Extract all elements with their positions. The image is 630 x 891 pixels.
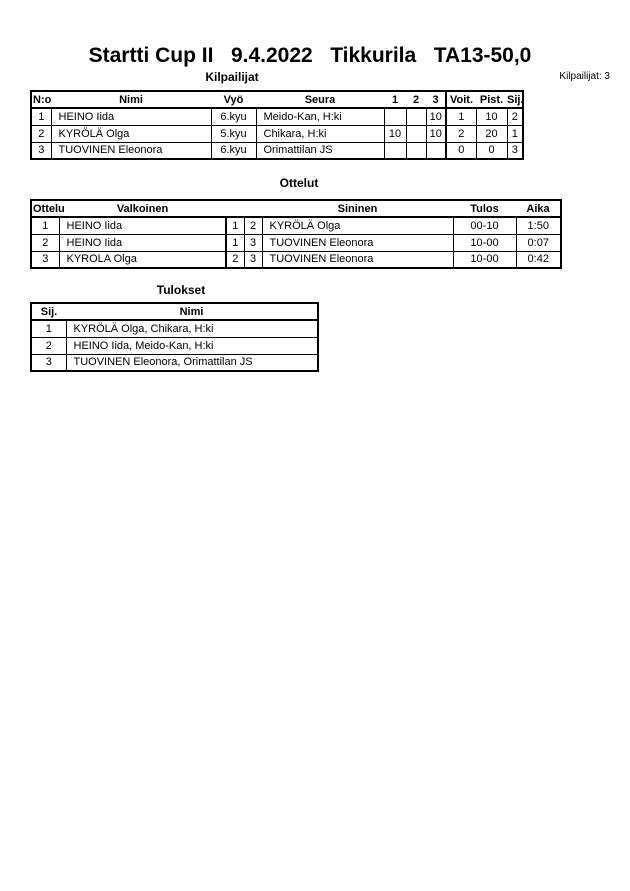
table-cell bbox=[383, 141, 407, 160]
table-cell: TUOVINEN Eleonora, Orimattilan JS bbox=[65, 353, 319, 372]
column-header: Tulos bbox=[453, 200, 516, 218]
table-cell: 20 bbox=[475, 124, 508, 143]
column-header: Valkoinen bbox=[59, 200, 226, 218]
table-cell: 5.kyu bbox=[210, 124, 257, 143]
column-header: Sij. bbox=[507, 91, 524, 109]
table-cell bbox=[405, 107, 427, 126]
table-cell: HEINO Iida bbox=[58, 233, 227, 252]
table-cell: 6.kyu bbox=[210, 141, 257, 160]
table-cell: 1 bbox=[445, 107, 477, 126]
table-row: 2 HEINO Iida 1 3 TUOVINEN Eleonora 10-00… bbox=[30, 233, 562, 252]
column-header: Pist. bbox=[476, 91, 507, 109]
column-header: Nimi bbox=[51, 91, 211, 109]
table-cell: 2 bbox=[30, 233, 60, 252]
table-cell: 3 bbox=[30, 353, 67, 372]
table-cell: 10 bbox=[383, 124, 407, 143]
document-title: Startti Cup II 9.4.2022 Tikkurila TA13-5… bbox=[88, 44, 532, 67]
table-cell: 2 bbox=[445, 124, 477, 143]
table-row: 1 HEINO Iida 1 2 KYRÖLÄ Olga 00-10 1:50 bbox=[30, 216, 562, 235]
table-cell: HEINO Iida bbox=[58, 216, 227, 235]
table-cell: HEINO Iida bbox=[50, 107, 212, 126]
table-cell bbox=[405, 141, 427, 160]
column-header: Aika bbox=[516, 200, 561, 218]
table-cell: 3 bbox=[30, 250, 60, 269]
ottelut-table: Ottelu Valkoinen Sininen Tulos Aika 1 HE… bbox=[30, 199, 562, 269]
table-cell: 3 bbox=[506, 141, 524, 160]
table-cell: TUOVINEN Eleonora bbox=[50, 141, 212, 160]
table-cell: KYRÖLÄ Olga bbox=[261, 216, 454, 235]
table-cell: Chikara, H:ki bbox=[255, 124, 385, 143]
table-cell: 10 bbox=[475, 107, 508, 126]
table-cell: 10 bbox=[425, 107, 447, 126]
competitors-count: Kilpailijat: 3 bbox=[559, 71, 610, 82]
table-cell: 1 bbox=[30, 319, 67, 338]
table-row: 2 KYRÖLÄ Olga 5.kyu Chikara, H:ki 10 10 … bbox=[30, 124, 524, 143]
table-cell: 2 bbox=[243, 216, 263, 235]
table-cell: 0 bbox=[475, 141, 508, 160]
table-cell: 1 bbox=[225, 216, 245, 235]
table-cell: 0:07 bbox=[515, 233, 562, 252]
column-header: 2 bbox=[406, 91, 426, 109]
table-cell: 1:50 bbox=[515, 216, 562, 235]
table-cell: 1 bbox=[30, 107, 52, 126]
table-cell: KYRÖLÄ Olga, Chikara, H:ki bbox=[65, 319, 319, 338]
table-cell: 3 bbox=[30, 141, 52, 160]
table-cell: 0 bbox=[445, 141, 477, 160]
column-header: Voit. bbox=[445, 91, 476, 109]
table-cell: 1 bbox=[30, 216, 60, 235]
column-header: Seura bbox=[256, 91, 384, 109]
header-row: Ottelu Valkoinen Sininen Tulos Aika bbox=[31, 200, 561, 218]
header-row: Sij. Nimi bbox=[31, 303, 318, 321]
table-cell: HEINO Iida, Meido-Kan, H:ki bbox=[65, 336, 319, 355]
kilpailijat-section-label: Kilpailijat bbox=[205, 70, 259, 84]
column-header bbox=[244, 200, 262, 218]
column-header: Sininen bbox=[262, 200, 453, 218]
table-cell: 2 bbox=[30, 124, 52, 143]
table-cell bbox=[405, 124, 427, 143]
table-cell: 10-00 bbox=[452, 250, 517, 269]
table-row: 3 TUOVINEN Eleonora 6.kyu Orimattilan JS… bbox=[30, 141, 524, 160]
table-cell: KYRÖLÄ Olga bbox=[50, 124, 212, 143]
column-header: Ottelu bbox=[31, 200, 65, 218]
table-cell: 1 bbox=[225, 233, 245, 252]
kilpailijat-table: N:o Nimi Vyö Seura 1 2 3 Voit. Pist. Sij… bbox=[30, 90, 524, 160]
column-header: N:o bbox=[31, 91, 51, 109]
column-header: Sij. bbox=[31, 303, 66, 321]
table-row: 2 HEINO Iida, Meido-Kan, H:ki bbox=[30, 336, 319, 355]
table-cell: 3 bbox=[243, 233, 263, 252]
table-cell: 0:42 bbox=[515, 250, 562, 269]
table-cell: 2 bbox=[30, 336, 67, 355]
table-cell: 3 bbox=[243, 250, 263, 269]
tulokset-section-label: Tulokset bbox=[156, 283, 206, 297]
table-cell: 00-10 bbox=[452, 216, 517, 235]
table-cell: Orimattilan JS bbox=[255, 141, 385, 160]
table-cell: TUOVINEN Eleonora bbox=[261, 250, 454, 269]
table-cell bbox=[425, 141, 447, 160]
column-header: Nimi bbox=[66, 303, 318, 321]
table-row: 3 KYROLA Olga 2 3 TUOVINEN Eleonora 10-0… bbox=[30, 250, 562, 269]
table-cell: 2 bbox=[506, 107, 524, 126]
tulokset-table: Sij. Nimi 1 KYRÖLÄ Olga, Chikara, H:ki 2… bbox=[30, 302, 319, 372]
column-header: 3 bbox=[426, 91, 446, 109]
table-cell: 2 bbox=[225, 250, 245, 269]
table-cell: 10 bbox=[425, 124, 447, 143]
table-cell: 6.kyu bbox=[210, 107, 257, 126]
table-cell: KYROLA Olga bbox=[58, 250, 227, 269]
table-row: 1 HEINO Iida 6.kyu Meido-Kan, H:ki 10 1 … bbox=[30, 107, 524, 126]
column-header: Vyö bbox=[211, 91, 256, 109]
table-row: 1 KYRÖLÄ Olga, Chikara, H:ki bbox=[30, 319, 319, 338]
table-cell: Meido-Kan, H:ki bbox=[255, 107, 385, 126]
table-cell: TUOVINEN Eleonora bbox=[261, 233, 454, 252]
table-row: 3 TUOVINEN Eleonora, Orimattilan JS bbox=[30, 353, 319, 372]
table-cell bbox=[383, 107, 407, 126]
column-header bbox=[226, 200, 244, 218]
table-cell: 10-00 bbox=[452, 233, 517, 252]
header-row: N:o Nimi Vyö Seura 1 2 3 Voit. Pist. Sij… bbox=[31, 91, 524, 109]
table-cell: 1 bbox=[506, 124, 524, 143]
ottelut-section-label: Ottelut bbox=[279, 176, 319, 190]
column-header: 1 bbox=[384, 91, 406, 109]
